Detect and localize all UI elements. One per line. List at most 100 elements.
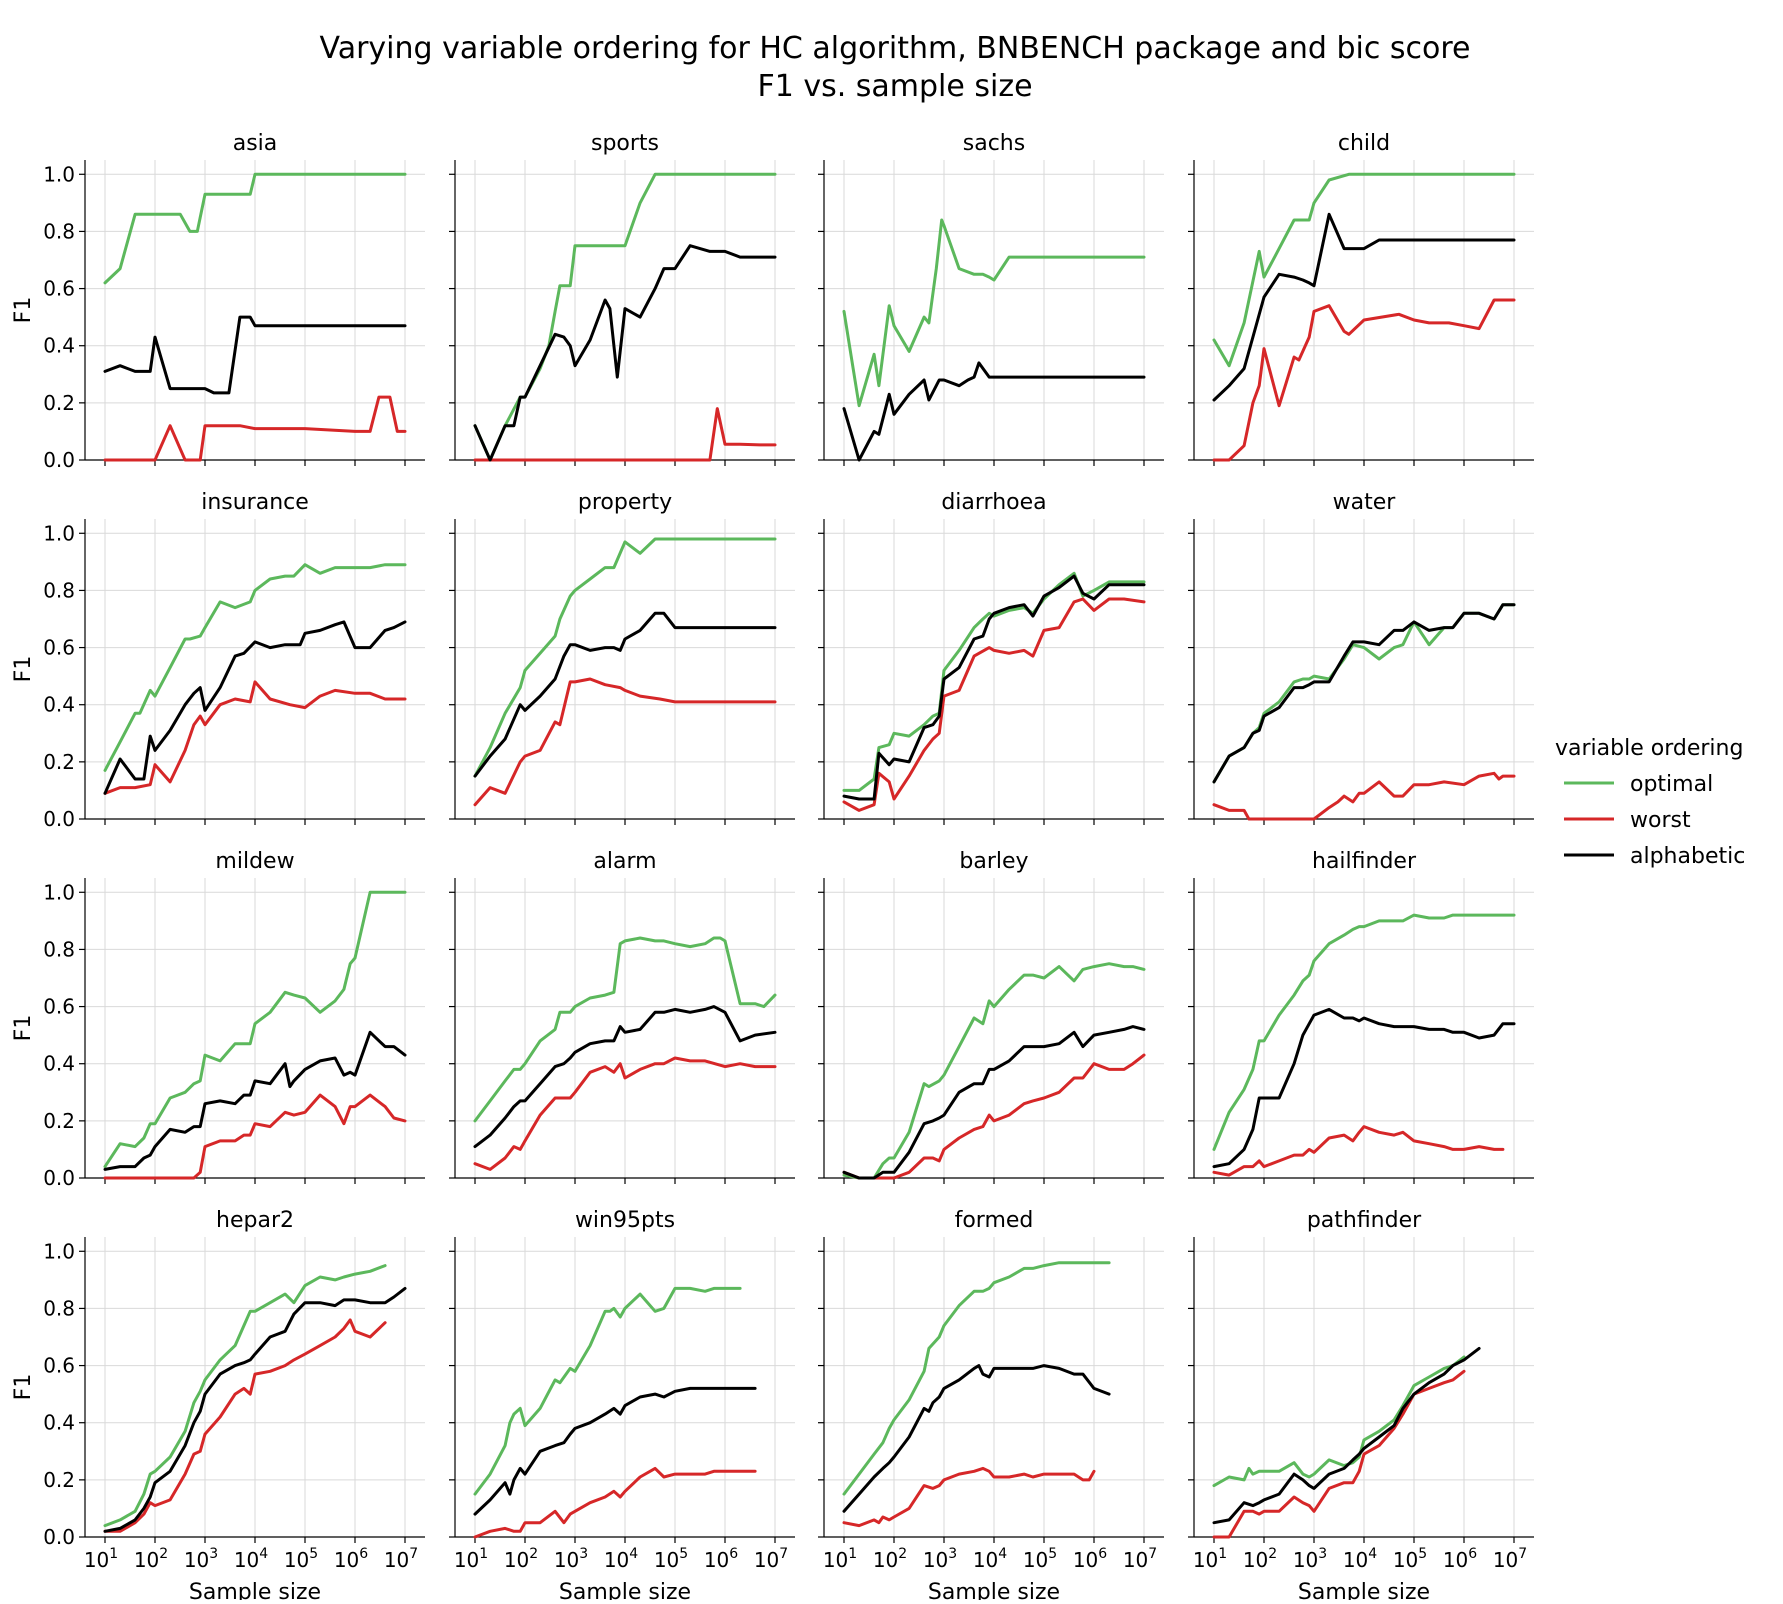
y-tick-label: 0.2 xyxy=(43,750,75,774)
panel-title: formed xyxy=(955,1208,1034,1233)
panel-title: hailfinder xyxy=(1312,849,1417,874)
series-line-worst xyxy=(103,1318,387,1533)
series-line-optimal xyxy=(103,890,407,1169)
series-line-optimal xyxy=(103,1264,387,1528)
x-tick-label: 101 xyxy=(84,1546,118,1572)
x-axis-label: Sample size xyxy=(1298,1580,1430,1600)
panel-sports: sports xyxy=(449,131,795,466)
x-tick-label: 102 xyxy=(1243,1546,1277,1572)
series-line-alphabetic xyxy=(103,1030,407,1171)
x-tick-label: 101 xyxy=(1193,1546,1227,1572)
series-line-alphabetic xyxy=(842,1025,1146,1180)
series-line-alphabetic xyxy=(473,244,777,462)
x-tick-label: 104 xyxy=(604,1546,638,1572)
x-axis-label: Sample size xyxy=(189,1580,321,1600)
series-line-worst xyxy=(473,1056,777,1171)
series-line-optimal xyxy=(103,172,407,285)
y-tick-label: 0.0 xyxy=(43,1166,75,1190)
x-tick-label: 103 xyxy=(554,1546,588,1572)
panel-title: mildew xyxy=(215,849,294,874)
series-line-worst xyxy=(842,1053,1146,1180)
panel-title: diarrhoea xyxy=(941,490,1046,515)
panel-diarrhoea: diarrhoea xyxy=(818,490,1164,825)
y-tick-label: 0.8 xyxy=(43,578,75,602)
panel-title: pathfinder xyxy=(1307,1208,1422,1233)
series-line-optimal xyxy=(1212,913,1516,1151)
panel-title: property xyxy=(578,490,672,515)
x-tick-label: 102 xyxy=(504,1546,538,1572)
x-tick-label: 104 xyxy=(973,1546,1007,1572)
series-line-worst xyxy=(1212,298,1516,462)
series-line-optimal xyxy=(842,962,1146,1180)
y-tick-label: 0.4 xyxy=(43,1052,75,1076)
y-tick-label: 1.0 xyxy=(43,162,75,186)
x-tick-label: 101 xyxy=(454,1546,488,1572)
panel-property: property xyxy=(449,490,795,825)
series-line-alphabetic xyxy=(1212,603,1516,784)
series-line-optimal xyxy=(473,537,777,778)
x-axis-label: Sample size xyxy=(928,1580,1060,1600)
panel-sachs: sachs xyxy=(818,131,1164,466)
x-tick-label: 102 xyxy=(873,1546,907,1572)
panel-title: sports xyxy=(591,131,659,156)
series-line-worst xyxy=(103,1093,407,1180)
x-tick-label: 104 xyxy=(1343,1546,1377,1572)
series-line-optimal xyxy=(473,1286,742,1496)
series-line-worst xyxy=(473,1466,757,1539)
x-tick-label: 103 xyxy=(1293,1546,1327,1572)
y-tick-label: 0.8 xyxy=(43,219,75,243)
y-tick-label: 0.0 xyxy=(43,807,75,831)
panel-title: asia xyxy=(233,131,278,156)
panel-asia: 0.0 0.2 0.4 0.6 0.8 1.0 asia F1 xyxy=(11,131,425,472)
panel-water: water xyxy=(1188,490,1534,825)
series-line-worst xyxy=(1212,1369,1466,1539)
panel-title: water xyxy=(1333,490,1397,515)
panel-title: alarm xyxy=(593,849,656,874)
series-line-optimal xyxy=(1212,172,1516,368)
y-tick-label: 0.4 xyxy=(43,693,75,717)
y-tick-label: 0.2 xyxy=(43,1468,75,1492)
y-tick-label: 0.0 xyxy=(43,448,75,472)
series-line-alphabetic xyxy=(1212,212,1516,402)
series-line-worst xyxy=(103,680,407,795)
series-line-worst xyxy=(1212,1125,1505,1177)
panel-insurance: 0.0 0.2 0.4 0.6 0.8 1.0 insurance F1 xyxy=(11,490,425,831)
series-line-alphabetic xyxy=(103,315,407,395)
series-line-alphabetic xyxy=(473,611,777,778)
x-tick-label: 106 xyxy=(704,1546,738,1572)
y-tick-label: 0.2 xyxy=(43,1109,75,1133)
x-tick-label: 107 xyxy=(754,1546,788,1572)
series-line-alphabetic xyxy=(1212,1346,1481,1525)
x-axis-label: Sample size xyxy=(559,1580,691,1600)
x-tick-label: 104 xyxy=(234,1546,268,1572)
y-tick-label: 0.4 xyxy=(43,334,75,358)
series-line-worst xyxy=(473,407,777,462)
series-line-alphabetic xyxy=(842,1364,1111,1513)
legend-title: variable ordering xyxy=(1555,736,1743,761)
y-tick-label: 0.6 xyxy=(43,995,75,1019)
y-axis-label: F1 xyxy=(11,1374,36,1401)
y-axis-label: F1 xyxy=(11,297,36,324)
panel-hepar2: 0.0 0.2 0.4 0.6 0.8 1.0 101 102 103 104 105 106 107 h… xyxy=(11,1208,425,1604)
y-tick-label: 0.2 xyxy=(43,391,75,415)
series-line-alphabetic xyxy=(842,361,1146,462)
x-tick-label: 105 xyxy=(1393,1546,1427,1572)
y-axis-label: F1 xyxy=(11,1015,36,1042)
x-tick-label: 106 xyxy=(1073,1546,1107,1572)
x-tick-label: 107 xyxy=(1123,1546,1157,1572)
y-tick-label: 1.0 xyxy=(43,1239,75,1263)
series-line-alphabetic xyxy=(103,620,407,795)
series-line-optimal xyxy=(473,936,777,1123)
x-tick-label: 101 xyxy=(823,1546,857,1572)
panel-formed: 101 102 103 104 105 106 107 formed Sample size xyxy=(818,1208,1164,1604)
series-line-alphabetic xyxy=(473,1005,777,1149)
series-line-alphabetic xyxy=(842,574,1146,801)
panel-barley: barley xyxy=(818,849,1164,1184)
panel-title: insurance xyxy=(201,490,309,515)
panel-hailfinder: hailfinder xyxy=(1188,849,1534,1184)
x-tick-label: 106 xyxy=(1443,1546,1477,1572)
x-tick-label: 107 xyxy=(1493,1546,1527,1572)
y-tick-label: 0.6 xyxy=(43,636,75,660)
